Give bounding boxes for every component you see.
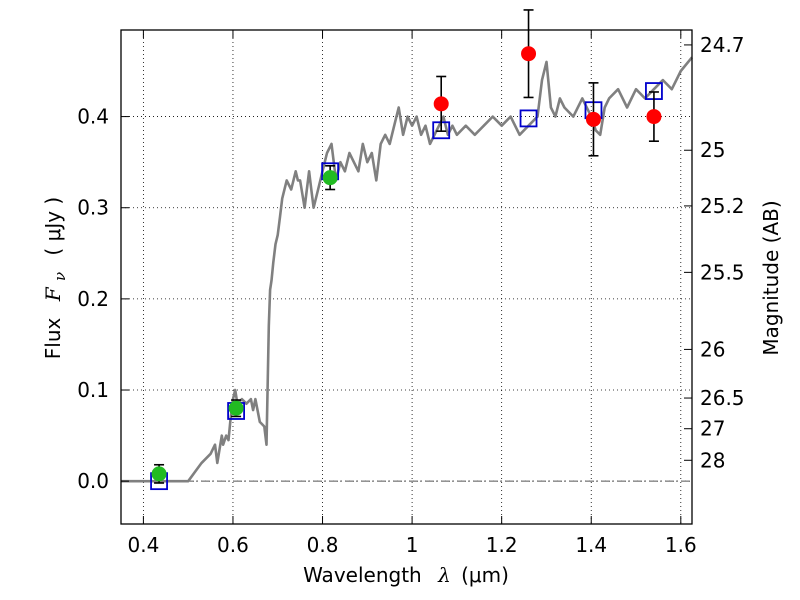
plot-frame bbox=[120, 29, 693, 525]
y-tick-label: 0.1 bbox=[77, 378, 109, 402]
x-tick-label: 0.4 bbox=[127, 533, 159, 557]
red-flux-point bbox=[585, 111, 601, 127]
y2-tick-label: 25.2 bbox=[700, 194, 745, 218]
green-flux-point bbox=[322, 170, 338, 186]
y2-tick-label: 24.7 bbox=[700, 33, 745, 57]
sed-model-layer bbox=[121, 56, 694, 483]
y2-tick-label: 26 bbox=[700, 337, 725, 361]
x-axis-label: Wavelength λ (μm) bbox=[303, 563, 509, 587]
tick-layer: 0.4 0.6 0.8 1 1.2 1.4 1.6 0.0 0.1 0.2 0.3 0.4 24.7 25… bbox=[77, 30, 745, 557]
y-axis-label-unit: ( μJy ) bbox=[41, 197, 65, 256]
x-tick-label: 1.2 bbox=[486, 533, 518, 557]
y-tick-label: 0.3 bbox=[77, 196, 109, 220]
x-axis-label-unit: (μm) bbox=[461, 563, 509, 587]
model-box-layer bbox=[150, 82, 663, 491]
red-flux-point bbox=[521, 46, 537, 62]
y2-tick-label: 25 bbox=[700, 138, 725, 162]
red-flux-point bbox=[433, 96, 449, 112]
red-flux-point bbox=[646, 109, 662, 125]
y2-axis-label: Magnitude (AB) bbox=[759, 200, 783, 355]
data-point-layer bbox=[151, 46, 662, 482]
y-tick-label: 0.4 bbox=[77, 105, 109, 129]
y2-tick-label: 25.5 bbox=[700, 260, 745, 284]
model-box-marker bbox=[519, 109, 538, 128]
y-axis-label-subscript: ν bbox=[51, 272, 69, 281]
x-tick-label: 1.6 bbox=[665, 533, 697, 557]
y-tick-label: 0.0 bbox=[77, 469, 109, 493]
y2-tick-label: 27 bbox=[700, 417, 725, 441]
x-tick-label: 0.8 bbox=[307, 533, 339, 557]
x-axis-label-prefix: Wavelength bbox=[303, 563, 422, 587]
green-flux-point bbox=[151, 466, 167, 482]
x-tick-label: 1.4 bbox=[575, 533, 607, 557]
x-tick-label: 1 bbox=[406, 533, 419, 557]
y2-tick-label: 26.5 bbox=[700, 386, 745, 410]
y-axis-label-symbol: F bbox=[41, 286, 65, 302]
y-axis-label: Flux F ν ( μJy ) bbox=[41, 197, 70, 359]
green-flux-point bbox=[228, 400, 244, 416]
y-tick-label: 0.2 bbox=[77, 287, 109, 311]
x-axis-label-symbol: λ bbox=[437, 563, 451, 587]
y-axis-label-prefix: Flux bbox=[41, 317, 65, 359]
y2-tick-label: 28 bbox=[700, 448, 725, 472]
sed-model-line bbox=[121, 56, 694, 483]
x-tick-label: 0.6 bbox=[217, 533, 249, 557]
